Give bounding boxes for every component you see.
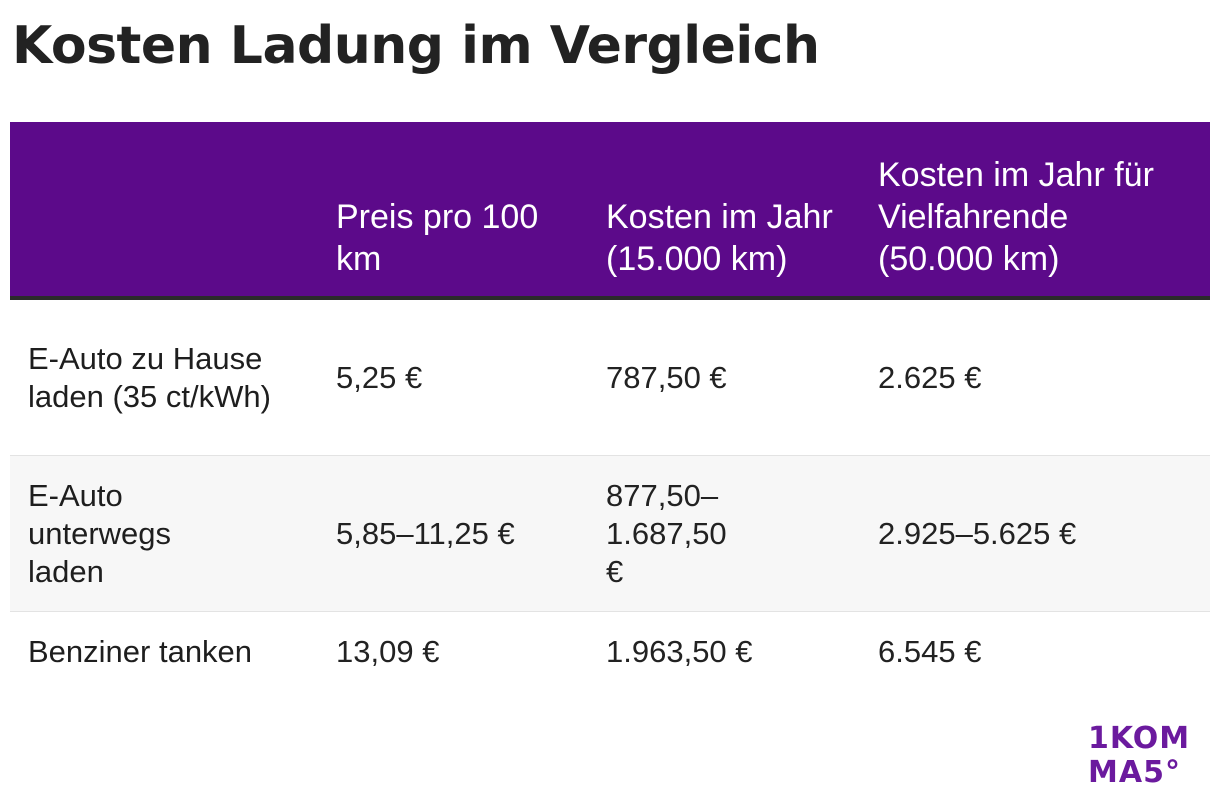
table-cell: 13,09 € [336,634,440,669]
brand-logo-line-2: MA5° [1088,755,1181,790]
row-label: E-Auto zu Hause laden (35 ct/kWh) [10,298,318,456]
table-header-row: Preis pro 100 km Kosten im Jahr (15.000 … [10,122,1210,298]
table-row: E-Auto zu Hause laden (35 ct/kWh) 5,25 €… [10,298,1210,456]
table-header: Preis pro 100 km Kosten im Jahr (15.000 … [10,122,1210,298]
table-cell: 1.963,50 € [606,634,753,669]
table-header-empty [10,122,318,298]
table-cell: 2.925–5.625 € [860,455,1210,612]
table-row: E-Auto unterwegs laden 5,85–11,25 € 877,… [10,455,1210,612]
table-row: Benziner tanken 13,09 € 1.963,50 € 6.545… [10,612,1210,693]
table-cell: 5,25 € [318,298,588,456]
table-body: E-Auto zu Hause laden (35 ct/kWh) 5,25 €… [10,298,1210,692]
table-header-price-per-100km: Preis pro 100 km [336,198,539,278]
table-cell: 5,85–11,25 € [318,455,588,612]
table-header-cost-per-year-frequent: Kosten im Jahr für Vielfahrende (50.000 … [878,156,1154,278]
row-label: E-Auto unterwegs laden [10,455,318,612]
row-label: Benziner tanken [28,634,253,669]
page-title: Kosten Ladung im Vergleich [12,16,820,76]
brand-logo-line-1: 1KOM [1088,721,1191,756]
table-header-cost-per-year: Kosten im Jahr (15.000 km) [606,198,833,278]
brand-logo: 1KOM MA5° [1088,722,1204,790]
comparison-table: Preis pro 100 km Kosten im Jahr (15.000 … [10,122,1210,692]
comparison-table-wrapper: Preis pro 100 km Kosten im Jahr (15.000 … [10,122,1210,692]
table-cell: 787,50 € [588,298,860,456]
table-cell: 2.625 € [860,298,1210,456]
table-cell: 6.545 € [878,634,982,669]
table-cell: 877,50–1.687,50 € [588,455,860,612]
